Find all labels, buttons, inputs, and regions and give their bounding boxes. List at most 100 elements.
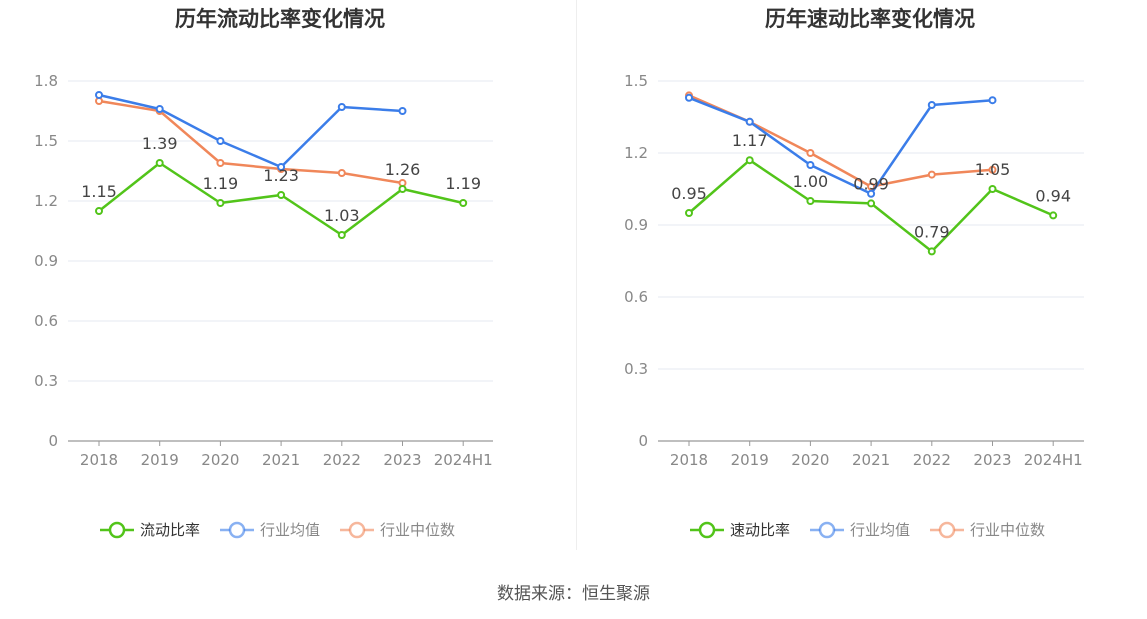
y-tick-label: 0 <box>48 432 58 450</box>
data-point <box>927 247 936 256</box>
x-tick-label: 2023 <box>383 451 421 469</box>
data-point <box>867 189 876 198</box>
y-tick-label: 1.8 <box>34 72 58 90</box>
x-tick-label: 2019 <box>141 451 179 469</box>
data-label: 0.99 <box>853 174 889 193</box>
series-line-1 <box>688 96 993 196</box>
x-tick-label: 2023 <box>973 451 1011 469</box>
data-label: 1.05 <box>975 160 1011 179</box>
chart-title: 历年流动比率变化情况 <box>175 7 385 31</box>
data-point <box>806 161 815 169</box>
data-point <box>988 185 997 193</box>
data-point <box>155 105 164 113</box>
y-tick-label: 0.3 <box>624 360 648 378</box>
data-point <box>459 199 468 207</box>
legend-marker <box>348 521 366 539</box>
data-label: 0.95 <box>671 184 707 203</box>
y-tick-label: 1.2 <box>624 144 648 162</box>
legend-label: 行业中位数 <box>380 521 455 539</box>
data-label: 0.94 <box>1035 186 1071 205</box>
panel-divider <box>576 0 577 550</box>
y-tick-label: 0.3 <box>34 372 58 390</box>
quick-ratio-chart: 历年速动比率变化情况 0 0.3 0.6 0.9 1.2 1.5 2018 2019 2020 20… <box>624 7 1084 539</box>
x-tick-label: 2020 <box>201 451 239 469</box>
legend-item-0: 流动比率 <box>100 521 200 539</box>
data-label: 1.15 <box>81 182 117 201</box>
legend-item-0: 速动比率 <box>690 521 790 539</box>
data-point <box>806 197 815 205</box>
series-line-1 <box>98 93 403 169</box>
data-point <box>927 101 936 109</box>
data-point <box>745 156 754 165</box>
data-label: 1.39 <box>142 134 178 153</box>
x-tick-label: 2020 <box>791 451 829 469</box>
data-point <box>337 103 346 111</box>
legend-marker <box>698 521 716 539</box>
data-label: 1.19 <box>203 174 239 193</box>
y-tick-label: 0.6 <box>624 288 648 306</box>
data-point <box>216 137 225 145</box>
data-point <box>337 169 346 177</box>
data-point <box>216 159 225 167</box>
data-point <box>988 96 997 105</box>
x-tick-label: 2021 <box>852 451 890 469</box>
current-ratio-chart: 历年流动比率变化情况 0 0.3 0.6 0.9 1.2 1.5 1.8 2018 2019 202… <box>34 7 493 539</box>
data-label: 1.17 <box>732 131 768 150</box>
data-point <box>745 117 754 126</box>
data-label: 1.03 <box>324 206 360 225</box>
legend-label: 行业中位数 <box>970 521 1045 539</box>
x-tick-label: 2022 <box>323 451 361 469</box>
data-point <box>95 207 103 215</box>
data-source-label: 数据来源：恒生聚源 <box>497 584 650 604</box>
legend-label: 速动比率 <box>730 521 790 539</box>
data-label: 1.00 <box>793 172 829 191</box>
legend-label: 行业均值 <box>260 521 320 539</box>
y-tick-label: 0.9 <box>34 252 58 270</box>
y-tick-label: 1.2 <box>34 192 58 210</box>
data-point <box>927 170 936 179</box>
y-tick-label: 0.9 <box>624 216 648 234</box>
legend-marker <box>938 521 956 539</box>
data-label: 1.26 <box>385 160 421 179</box>
x-tick-label: 2021 <box>262 451 300 469</box>
y-tick-label: 0.6 <box>34 312 58 330</box>
data-point <box>95 91 103 99</box>
data-point <box>685 209 693 217</box>
legend-item-1: 行业均值 <box>220 521 320 539</box>
x-tick-label: 2024H1 <box>1024 451 1083 469</box>
data-point <box>216 199 225 207</box>
data-point <box>867 182 876 191</box>
data-point <box>277 163 286 171</box>
legend-item-2: 行业中位数 <box>930 521 1045 539</box>
data-point <box>337 231 346 239</box>
x-tick-label: 2018 <box>80 451 118 469</box>
data-point <box>155 159 164 167</box>
data-point <box>685 93 693 102</box>
x-tick-label: 2022 <box>913 451 951 469</box>
data-point <box>988 165 997 174</box>
data-point <box>867 199 876 208</box>
legend-item-2: 行业中位数 <box>340 521 455 539</box>
x-tick-label: 2018 <box>670 451 708 469</box>
legend-label: 流动比率 <box>140 521 200 539</box>
series-line-2 <box>98 99 403 185</box>
legend-marker <box>108 521 126 539</box>
data-point <box>398 185 407 193</box>
data-label: 0.79 <box>914 222 950 241</box>
y-tick-label: 1.5 <box>624 72 648 90</box>
data-point <box>806 149 815 157</box>
chart-title: 历年速动比率变化情况 <box>765 7 975 31</box>
x-tick-label: 2024H1 <box>434 451 493 469</box>
legend-item-1: 行业均值 <box>810 521 910 539</box>
y-tick-label: 0 <box>638 432 648 450</box>
data-label: 1.23 <box>263 166 299 185</box>
x-tick-label: 2019 <box>731 451 769 469</box>
legend-label: 行业均值 <box>850 521 910 539</box>
data-point <box>277 191 286 199</box>
legend-marker <box>228 521 246 539</box>
legend-marker <box>818 521 836 539</box>
data-point <box>1049 211 1058 220</box>
data-label: 1.19 <box>445 174 481 193</box>
y-tick-label: 1.5 <box>34 132 58 150</box>
data-point <box>398 107 407 115</box>
